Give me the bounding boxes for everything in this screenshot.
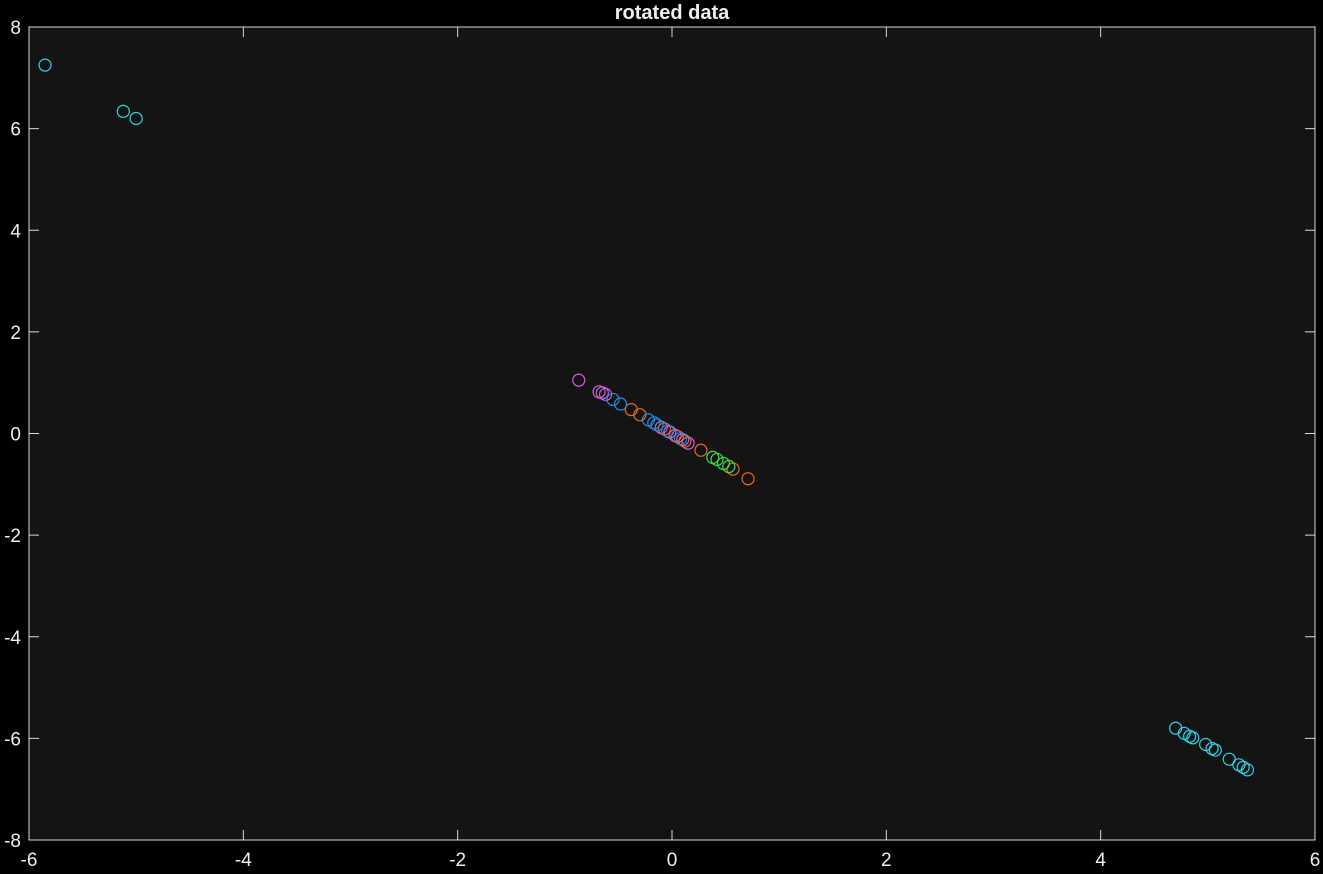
data-point <box>613 397 628 411</box>
data-point <box>1222 752 1236 766</box>
x-tick-label: -4 <box>235 850 252 869</box>
data-point <box>606 392 620 407</box>
series-group <box>706 450 736 474</box>
data-point <box>657 422 672 436</box>
y-tick-label: 4 <box>10 221 21 242</box>
data-point <box>1208 743 1222 757</box>
data-point <box>1186 731 1200 745</box>
y-tick-label: -8 <box>4 831 21 852</box>
y-tick-label: -4 <box>4 628 21 649</box>
data-points <box>38 58 1255 777</box>
data-point <box>1240 763 1255 777</box>
y-tick-label: 6 <box>10 120 21 141</box>
y-tick-label: -6 <box>4 729 21 750</box>
data-point <box>1199 737 1213 752</box>
data-point <box>647 416 661 430</box>
data-point <box>598 387 613 401</box>
data-point <box>572 373 586 387</box>
data-point <box>673 431 688 446</box>
y-tick-label: 0 <box>10 425 21 446</box>
series-group <box>606 392 688 446</box>
x-tick-label: -6 <box>21 850 38 869</box>
x-tick-label: 2 <box>881 850 892 869</box>
data-point <box>670 429 684 444</box>
data-point <box>650 418 664 432</box>
data-point <box>661 424 675 438</box>
data-point <box>681 436 695 450</box>
data-point <box>741 472 755 486</box>
data-point <box>722 459 736 474</box>
x-tick-label: 0 <box>667 850 678 869</box>
data-point <box>38 58 52 72</box>
data-point <box>710 452 724 467</box>
data-point <box>129 111 143 126</box>
x-tick-label: -2 <box>449 850 466 869</box>
series-group <box>38 58 1255 777</box>
data-point <box>694 443 708 457</box>
y-tick-label: -2 <box>4 526 21 547</box>
chart-title: rotated data <box>615 2 730 24</box>
data-point <box>116 104 130 118</box>
x-tick-label: 4 <box>1095 850 1106 869</box>
y-tick-label: 2 <box>10 323 21 344</box>
y-tick-label: 8 <box>10 18 21 39</box>
x-tick-label: 6 <box>1310 850 1321 869</box>
